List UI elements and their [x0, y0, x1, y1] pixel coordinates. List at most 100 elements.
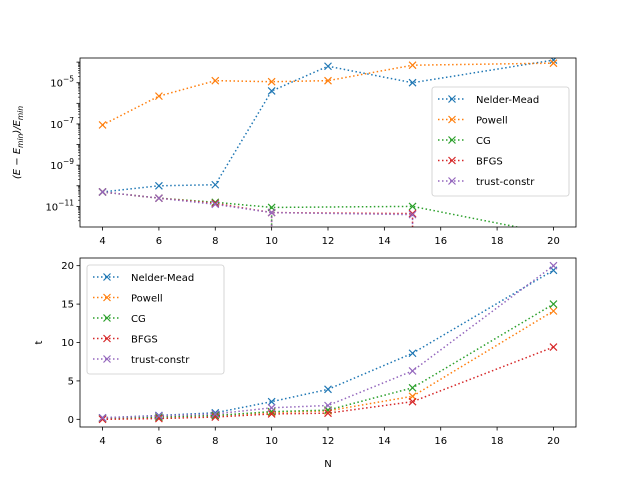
x-tick-label: 8: [212, 436, 218, 447]
legend-marker: [103, 273, 111, 281]
legend-item-nelder-mead: Nelder-Mead: [93, 273, 194, 284]
legend-marker: [448, 156, 456, 165]
data-point-nelder-mead: [324, 62, 332, 71]
legend-item-cg: CG: [438, 136, 491, 147]
data-point-trust-constr: [211, 410, 220, 418]
legend-label: Nelder-Mead: [476, 95, 539, 106]
legend-marker: [103, 293, 111, 302]
legend-label: CG: [476, 136, 491, 147]
x-tick-label: 8: [212, 236, 218, 247]
legend-label: BFGS: [131, 335, 158, 346]
series-trust-constr: [98, 188, 417, 227]
data-point-bfgs: [211, 413, 220, 421]
top-chart: 4 6 8 10 12 14 16 18 20 10−11 10−9 10−7 10−5 (E − Emi…: [12, 57, 577, 247]
legend-label: trust-constr: [131, 355, 190, 366]
legend-marker: [448, 95, 456, 103]
data-point-trust-constr: [154, 194, 163, 203]
data-point-cg: [549, 300, 558, 309]
data-point-nelder-mead: [408, 349, 417, 358]
data-point-trust-constr: [267, 403, 276, 412]
legend-frame: [86, 264, 225, 375]
data-point-nelder-mead: [408, 78, 417, 87]
bottom-chart: 4 6 8 10 12 14 16 18 20 0 5 10 15 20 t N Nelder-Mead Powe…: [34, 257, 577, 470]
data-point-bfgs: [408, 209, 417, 218]
legend-item-bfgs: BFGS: [93, 335, 158, 346]
data-point-trust-constr: [154, 411, 163, 420]
data-point-powell: [549, 59, 558, 68]
series-powell: [98, 59, 558, 129]
x-tick-label: 4: [99, 236, 105, 247]
y-tick-label: 0: [68, 415, 74, 426]
x-tick-label: 6: [156, 436, 162, 447]
data-point-bfgs: [324, 409, 332, 418]
y-tick-label: 10−11: [45, 198, 74, 213]
series-nelder-mead: [98, 58, 558, 196]
legend-item-trust-constr: trust-constr: [438, 177, 535, 188]
data-point-powell: [549, 307, 558, 315]
y-axis-label: (E − Emin)/Emin: [12, 106, 25, 179]
y-tick-label: 20: [61, 261, 74, 272]
data-point-nelder-mead: [267, 397, 276, 406]
legend-marker: [103, 314, 111, 322]
x-tick-label: 20: [547, 436, 560, 447]
legend: Nelder-Mead Powell CG BFGS trust-constr: [431, 86, 570, 197]
data-point-trust-constr: [267, 208, 276, 217]
data-point-bfgs: [98, 415, 107, 424]
legend-marker: [448, 115, 456, 124]
data-point-bfgs: [154, 414, 163, 423]
y-axis-label: t: [34, 340, 45, 344]
legend-item-powell: Powell: [438, 116, 508, 127]
y-tick-label: 10: [61, 338, 74, 349]
data-point-trust-constr: [549, 261, 558, 270]
x-tick-label: 10: [265, 436, 278, 447]
x-tick-label: 14: [378, 436, 391, 447]
legend-marker: [448, 136, 456, 144]
x-tick-label: 20: [547, 236, 560, 247]
x-tick-label: 4: [99, 436, 105, 447]
legend-item-trust-constr: trust-constr: [93, 355, 190, 366]
data-point-cg: [408, 202, 417, 211]
x-tick-label: 10: [265, 236, 278, 247]
series-trust-constr: [98, 261, 558, 422]
legend-frame: [431, 86, 570, 197]
data-point-trust-constr: [324, 401, 332, 410]
data-point-cg: [154, 413, 163, 421]
x-tick-label: 6: [156, 236, 162, 247]
data-point-bfgs: [549, 343, 558, 352]
data-point-powell: [211, 76, 220, 85]
legend: Nelder-Mead Powell CG BFGS trust-constr: [86, 264, 225, 375]
data-point-bfgs: [211, 199, 220, 208]
legend-marker: [103, 334, 111, 343]
x-tick-label: 14: [378, 236, 391, 247]
data-point-trust-constr: [408, 210, 417, 219]
series-bfgs: [98, 343, 558, 424]
data-point-cg: [211, 411, 220, 420]
data-point-nelder-mead: [324, 385, 332, 394]
x-tick-label: 16: [434, 436, 447, 447]
data-point-trust-constr: [98, 188, 107, 196]
data-point-powell: [267, 77, 276, 86]
data-point-bfgs: [408, 397, 417, 406]
data-point-nelder-mead: [267, 87, 276, 95]
legend-marker: [448, 177, 456, 185]
legend-item-powell: Powell: [93, 294, 163, 305]
data-point-nelder-mead: [549, 58, 558, 64]
y-tick-label: 10−5: [50, 75, 74, 90]
data-point-powell: [154, 92, 163, 101]
plot-area: [98, 58, 558, 227]
x-axis-label: N: [324, 459, 331, 470]
legend-label: Nelder-Mead: [131, 273, 194, 284]
legend-marker: [103, 355, 111, 363]
x-tick-label: 18: [491, 436, 504, 447]
legend-item-cg: CG: [93, 314, 146, 325]
x-tick-label: 16: [434, 236, 447, 247]
y-tick-label: 15: [61, 300, 74, 311]
legend-label: trust-constr: [476, 177, 535, 188]
x-tick-label: 12: [322, 436, 335, 447]
y-tick-label: 10−9: [50, 157, 74, 172]
data-point-powell: [408, 61, 417, 70]
legend-label: Powell: [131, 294, 163, 305]
data-point-trust-constr: [98, 413, 107, 422]
